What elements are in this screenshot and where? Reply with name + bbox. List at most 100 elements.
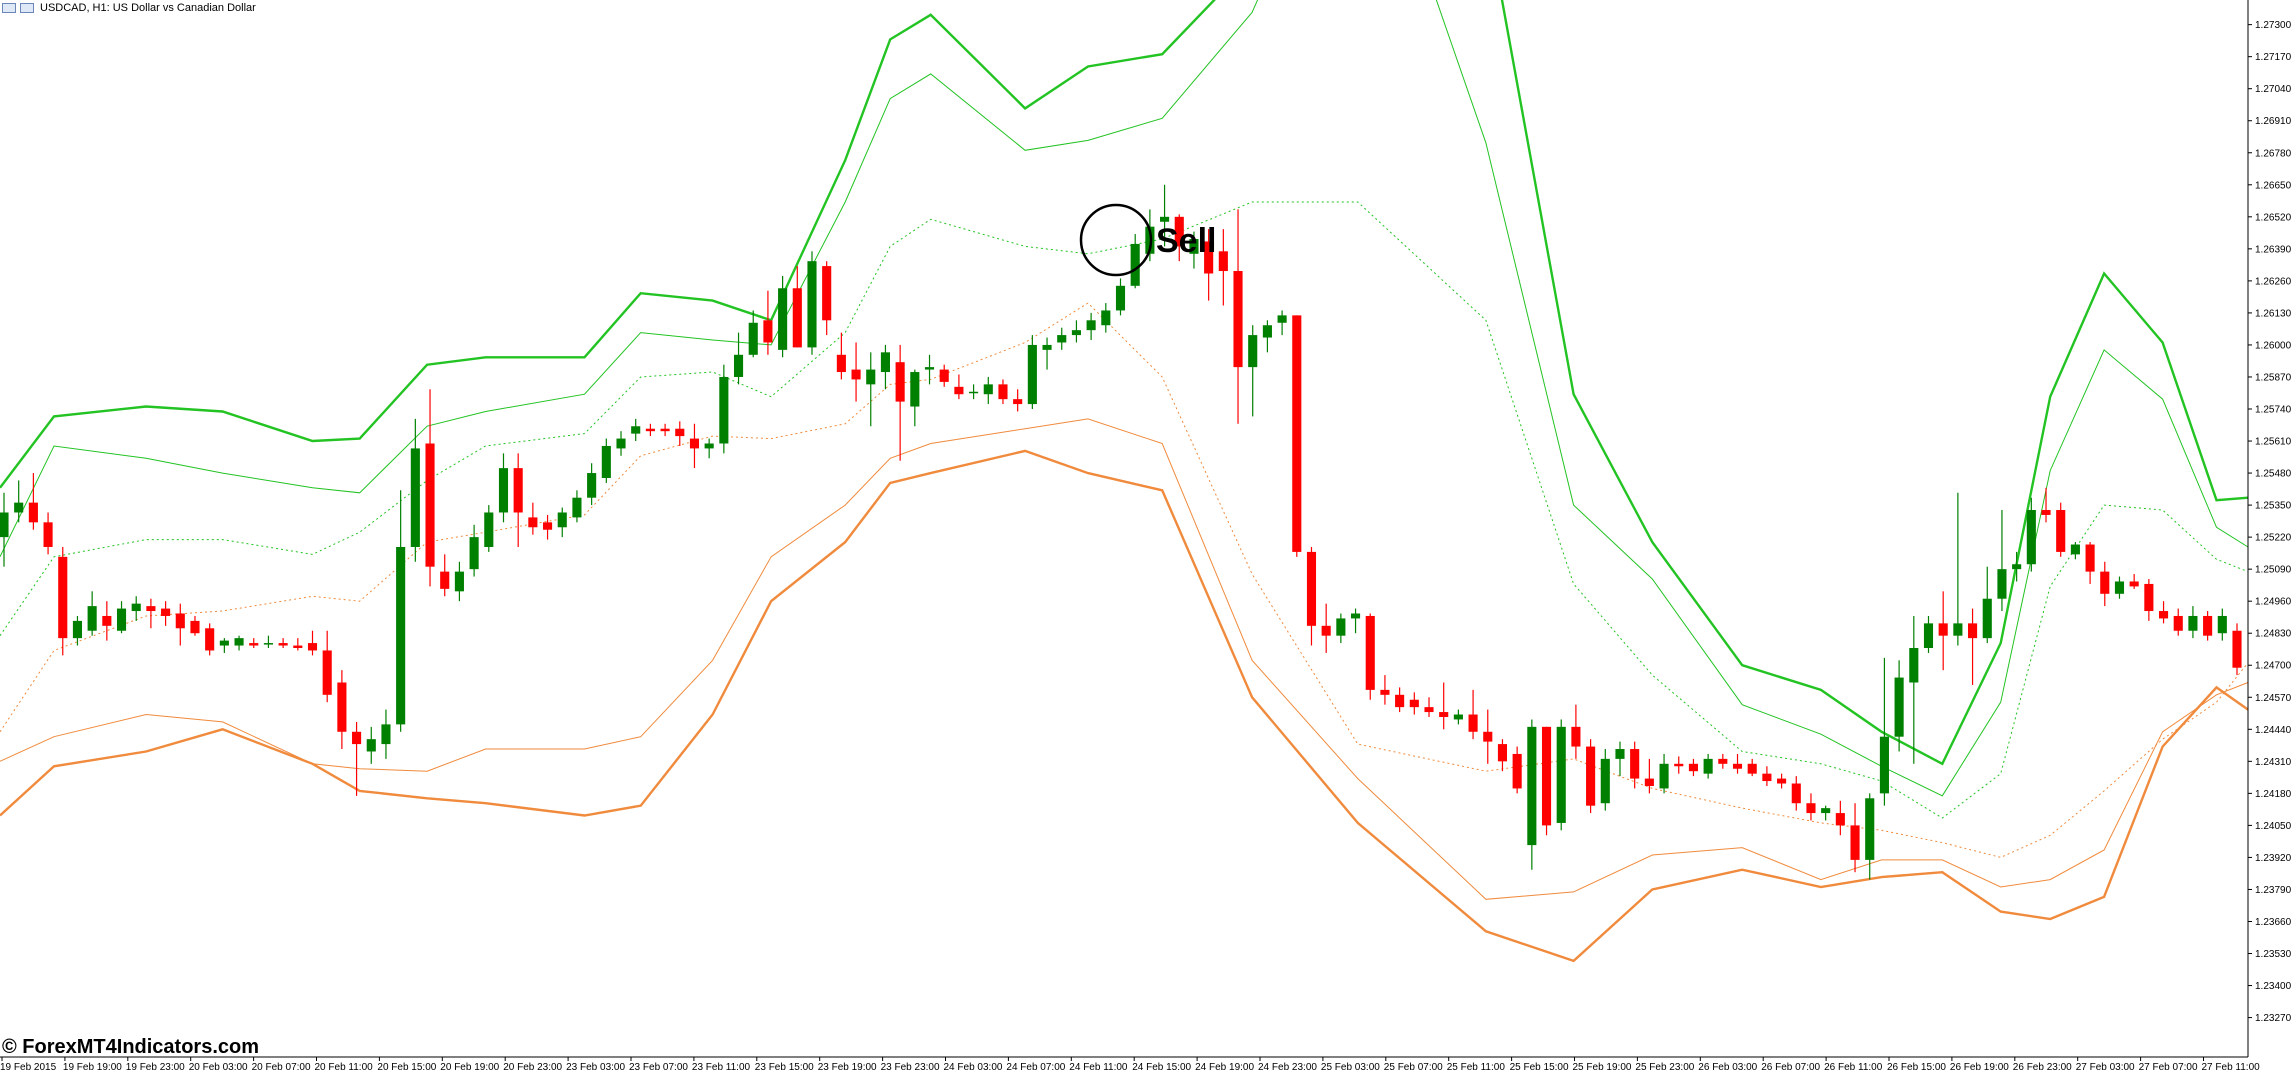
candle-body: [836, 354, 846, 373]
candle: [131, 596, 141, 621]
candle: [543, 514, 553, 540]
candle: [2114, 576, 2125, 599]
y-tick-label: 1.23920: [2255, 853, 2292, 864]
candle: [1762, 766, 1772, 786]
candle-body: [572, 497, 582, 518]
candle-body: [543, 522, 553, 530]
x-tick-label: 24 Feb 15:00: [1132, 1062, 1191, 1073]
x-tick-label: 25 Feb 11:00: [1447, 1062, 1506, 1073]
candle-body: [645, 428, 655, 432]
candle-body: [2217, 615, 2227, 634]
candle: [1791, 776, 1801, 811]
candle: [1850, 803, 1860, 873]
candle: [748, 310, 758, 358]
candle-body: [1292, 315, 1302, 552]
candle: [1027, 335, 1037, 410]
candle: [792, 266, 802, 348]
candle-body: [866, 369, 876, 385]
candle: [498, 453, 509, 523]
candle: [1453, 709, 1463, 725]
candle-body: [1395, 694, 1405, 708]
candle-body: [1321, 625, 1331, 636]
candle: [1086, 312, 1096, 341]
y-tick-label: 1.24570: [2255, 693, 2292, 704]
candle: [1938, 591, 1948, 671]
candle: [2217, 608, 2227, 641]
candle-body: [954, 386, 964, 395]
candle-body: [2041, 510, 2051, 515]
candle: [1512, 746, 1522, 794]
watermark: © ForexMT4Indicators.com: [2, 1036, 260, 1058]
candle-body: [1057, 335, 1067, 343]
candle-body: [792, 288, 802, 348]
candle-body: [1806, 803, 1816, 814]
candle-body: [1703, 758, 1713, 774]
candle-body: [1982, 598, 1992, 639]
candle: [469, 524, 479, 577]
candle-body: [1233, 271, 1243, 368]
x-tick-label: 23 Feb 15:00: [755, 1062, 814, 1073]
candles-layer: [0, 184, 2242, 880]
candle-body: [704, 443, 714, 449]
candle: [146, 598, 156, 629]
candle-body: [1350, 613, 1361, 619]
candle-body: [2203, 615, 2213, 636]
candle-body: [1571, 726, 1581, 747]
candle-body: [293, 645, 303, 648]
candle-body: [2026, 510, 2036, 565]
candle: [587, 463, 597, 506]
candle: [352, 721, 362, 796]
candle-body: [1453, 714, 1463, 720]
candle-body: [939, 369, 949, 382]
x-tick-label: 27 Feb 03:00: [2076, 1062, 2135, 1073]
y-tick-label: 1.23270: [2255, 1013, 2292, 1024]
candle: [1365, 613, 1375, 700]
candle-body: [1732, 763, 1743, 769]
chart-window-icon[interactable]: [2, 3, 16, 13]
candle: [998, 379, 1008, 405]
candle: [1982, 566, 1992, 644]
candle-body: [822, 266, 832, 321]
x-tick-label: 26 Feb 11:00: [1824, 1062, 1883, 1073]
candle: [631, 418, 641, 442]
candle-body: [410, 448, 420, 547]
candle: [778, 275, 788, 358]
candle-body: [733, 354, 744, 377]
candle: [660, 423, 670, 437]
candle: [807, 251, 817, 355]
candle-body: [1556, 726, 1566, 823]
candle: [1879, 657, 1889, 806]
candle: [1600, 749, 1610, 811]
candle: [1306, 546, 1317, 646]
candle: [2026, 497, 2036, 572]
band-line-5: [0, 449, 2249, 963]
candle: [322, 630, 332, 703]
chart-properties-icon[interactable]: [20, 3, 34, 13]
candle-body: [161, 608, 171, 616]
candle: [2203, 611, 2213, 641]
candle: [1968, 608, 1978, 685]
candle: [895, 344, 905, 461]
candle-body: [381, 724, 391, 745]
y-tick-label: 1.26130: [2255, 308, 2292, 319]
candle: [704, 438, 714, 459]
y-tick-label: 1.27300: [2255, 20, 2292, 31]
candle: [1204, 229, 1214, 301]
candle-body: [116, 608, 127, 631]
candle: [1497, 739, 1508, 772]
candle-body: [1923, 623, 1934, 648]
candle: [572, 490, 582, 523]
candle-body: [1086, 320, 1096, 331]
candle-body: [1586, 746, 1596, 806]
candle-body: [1747, 763, 1757, 774]
candle-body: [528, 517, 538, 528]
candle: [1527, 719, 1537, 870]
candle-body: [249, 643, 259, 646]
candle-body: [1894, 677, 1904, 737]
candle-body: [102, 615, 112, 626]
candle-body: [175, 613, 185, 629]
x-tick-label: 27 Feb 07:00: [2139, 1062, 2198, 1073]
candle: [645, 423, 655, 437]
candle: [1277, 310, 1287, 336]
